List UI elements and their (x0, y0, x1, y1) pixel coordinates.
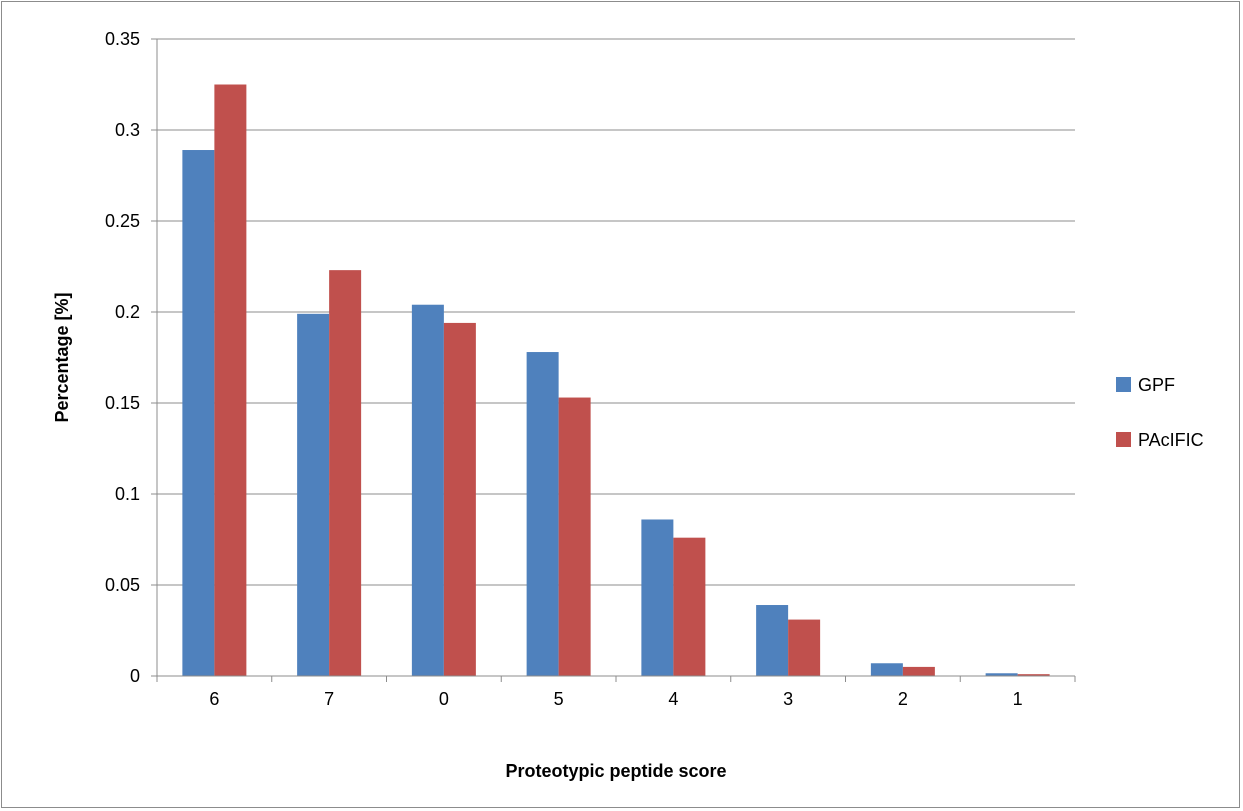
bar-pacific-0 (443, 322, 476, 676)
legend-swatch-gpf (1116, 377, 1131, 392)
x-tick-label: 1 (1013, 689, 1023, 709)
bar-gpf-0 (411, 304, 444, 676)
bar-pacific-4 (673, 537, 706, 676)
legend-label-pacific: PAcIFIC (1138, 430, 1204, 450)
axes: 0 0.05 0.1 0.15 0.2 0.25 0.3 0.35 6 7 0 5 4 3 2 1 (105, 29, 1076, 709)
bar-gpf-7 (297, 313, 330, 676)
x-tick-label: 2 (898, 689, 908, 709)
bar-gpf-5 (526, 352, 559, 676)
x-axis-title: Proteotypic peptide score (505, 761, 726, 781)
gridlines (157, 38, 1075, 586)
y-tick-label: 0.25 (105, 211, 140, 231)
legend: GPF PAcIFIC (1116, 375, 1204, 450)
x-tick-label: 0 (439, 689, 449, 709)
bar-gpf-6 (182, 150, 215, 676)
bar-pacific-2 (902, 666, 935, 676)
legend-label-gpf: GPF (1138, 375, 1175, 395)
y-tick-label: 0.35 (105, 29, 140, 49)
y-tick-label: 0.3 (115, 120, 140, 140)
bar-gpf-2 (870, 663, 903, 676)
legend-swatch-pacific (1116, 432, 1131, 447)
x-tick-label: 3 (783, 689, 793, 709)
bar-gpf-1 (985, 673, 1018, 676)
bar-pacific-1 (1017, 674, 1050, 676)
bar-gpf-4 (641, 519, 674, 676)
x-tick-label: 4 (668, 689, 678, 709)
y-tick-label: 0.15 (105, 393, 140, 413)
x-tick-label: 5 (554, 689, 564, 709)
y-axis-title: Percentage [%] (52, 292, 72, 422)
y-tick-label: 0.2 (115, 302, 140, 322)
y-tick-label: 0.05 (105, 575, 140, 595)
bar-pacific-7 (329, 270, 362, 676)
y-tick-label: 0 (130, 666, 140, 686)
bar-pacific-6 (214, 84, 247, 676)
y-tick-label: 0.1 (115, 484, 140, 504)
bars (182, 84, 1050, 676)
bar-gpf-3 (756, 605, 789, 676)
x-tick-label: 7 (324, 689, 334, 709)
bar-pacific-3 (788, 619, 821, 676)
bar-pacific-5 (558, 397, 591, 676)
x-tick-label: 6 (209, 689, 219, 709)
